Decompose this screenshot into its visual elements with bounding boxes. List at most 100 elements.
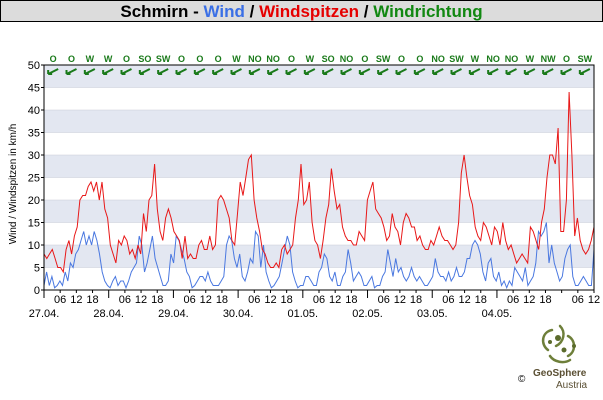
x-tick-label: 18 [86,294,98,306]
direction-label: W [526,54,535,64]
y-tick-label: 5 [34,263,40,275]
direction-arrow-icon [377,68,389,75]
direction-arrow-icon [212,68,224,75]
band [44,245,594,268]
band [44,155,594,178]
direction-label: O [123,54,130,64]
direction-label: W [232,54,241,64]
direction-arrow-icon [542,68,554,75]
title-wind: Wind [203,2,245,21]
direction-label: NO [248,54,262,64]
date-label: 30.04. [223,308,254,320]
x-tick-label: 12 [70,294,82,306]
direction-label: NO [266,54,280,64]
direction-label: W [471,54,480,64]
title-location: Schmirn [120,2,189,21]
x-tick-label: 06 [442,294,454,306]
background-bands [44,65,594,268]
y-tick-label: 20 [28,195,40,207]
y-tick-label: 0 [34,285,40,297]
gusts-line [43,91,595,274]
x-tick-label: 06 [572,294,584,306]
direction-arrow-icon [83,68,96,75]
title-separator: / [359,2,374,21]
direction-label: O [361,54,368,64]
x-tick-label: 12 [523,294,535,306]
x-tick-label: 12 [394,294,406,306]
direction-arrow-icon [47,68,59,75]
date-label: 04.05. [482,308,513,320]
date-labels: 27.04. 28.04. 29.04. 30.04. 01.05. 02.05. 03.0… [29,293,513,320]
direction-arrow-icon [157,68,169,75]
y-tick-label: 15 [28,218,40,230]
logo-brand: GeoSphere [533,368,587,379]
geosphere-logo: © GeoSphere Austria [518,322,600,398]
x-tick-label: 18 [281,294,293,306]
title-separator: / [244,2,260,21]
y-axis: 0 5 10 15 20 25 30 35 40 45 50 [28,60,44,297]
direction-arrow-icon [505,68,517,75]
logo-country: Austria [556,380,588,391]
x-tick-label: 06 [507,294,519,306]
y-tick-label: 10 [28,240,40,252]
direction-arrow-icon [487,68,499,75]
y-axis-label: Wind / Windspitzen in km/h [8,124,19,245]
y-tick-label: 45 [28,83,40,95]
x-tick-label: 12 [458,294,470,306]
direction-arrow-icon [468,68,481,75]
x-tick-label: 18 [410,294,422,306]
x-tick-label: 06 [119,294,131,306]
title-direction: Windrichtung [373,2,483,21]
direction-label: SW [449,54,464,64]
direction-arrow-icon [432,68,444,75]
x-tick-label: 12 [588,294,600,306]
date-label: 29.04. [158,308,189,320]
direction-arrow-icon [578,68,591,75]
x-tick-label: 18 [475,294,487,306]
direction-label: O [563,54,570,64]
x-tick-label: 18 [216,294,228,306]
x-tick-label: 06 [378,294,390,306]
direction-label: NO [340,54,354,64]
direction-label: NW [541,54,556,64]
y-tick-label: 35 [28,128,40,140]
direction-label: W [306,54,315,64]
direction-arrow-icon [193,68,206,75]
direction-label: O [178,54,185,64]
direction-arrow-icon [395,68,407,75]
x-tick-label: 12 [329,294,341,306]
direction-arrow-icon [358,68,371,75]
x-tick-label: 06 [248,294,260,306]
direction-arrow-icon [413,68,426,75]
direction-arrow-icon [138,68,151,75]
title-separator: - [188,2,204,21]
direction-arrow-icon [120,68,132,75]
y-tick-label: 30 [28,150,40,162]
direction-arrow-icon [523,68,536,75]
direction-arrow-icon [450,68,462,75]
band [44,65,594,88]
direction-label: W [86,54,95,64]
y-tick-label: 50 [28,60,40,72]
x-tick-label: 18 [345,294,357,306]
title-gusts: Windspitzen [259,2,360,21]
direction-label: O [196,54,203,64]
chart-title: Schmirn - Wind / Windspitzen / Windricht… [0,0,603,22]
direction-arrow-icon [322,68,334,75]
x-tick-label: 06 [183,294,195,306]
y-tick-label: 40 [28,105,40,117]
direction-label: O [288,54,295,64]
x-tick-label: 06 [313,294,325,306]
direction-arrow-icon [248,68,261,75]
gusts-series [43,91,595,274]
direction-label: O [50,54,57,64]
direction-label: O [68,54,75,64]
direction-arrow-icon [285,68,297,75]
direction-label: SW [156,54,171,64]
x-tick-label: 06 [54,294,66,306]
date-label: 27.04. [29,308,60,320]
direction-arrow-icon [102,68,114,75]
logo-mark-icon [541,324,576,364]
y-tick-label: 25 [28,173,40,185]
